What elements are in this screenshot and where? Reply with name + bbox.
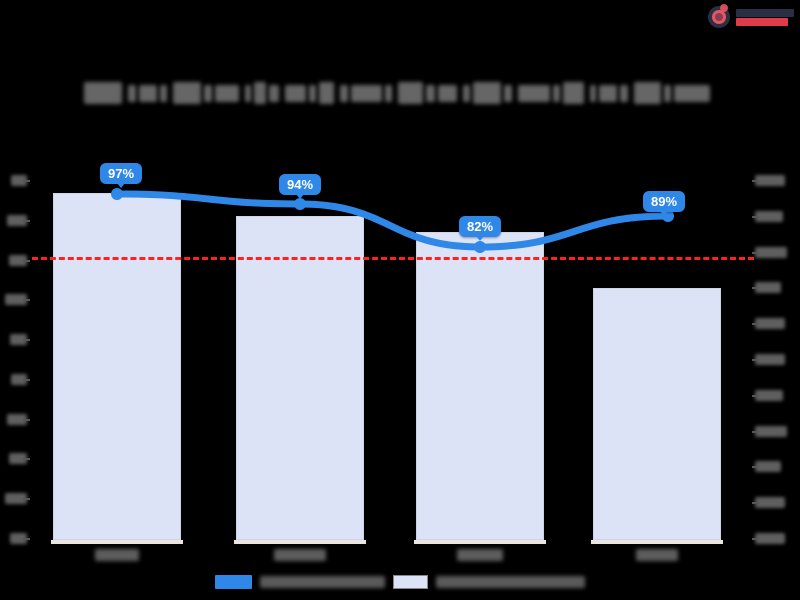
axis-tick-label [7, 215, 27, 226]
brand-logo [706, 4, 794, 30]
axis-tick-label [755, 497, 785, 508]
data-label-value: 82% [467, 219, 494, 234]
axis-tick-label [7, 414, 27, 425]
legend-label-bar [436, 576, 586, 588]
axis-tick-mark [752, 180, 759, 182]
axis-tick-label [755, 390, 783, 401]
axis-tick-mark [23, 419, 30, 421]
axis-tick-label [755, 175, 785, 186]
legend-swatch-bar [393, 575, 429, 589]
data-label-badge: 97% [100, 163, 143, 188]
data-label-value: 89% [651, 194, 678, 209]
axis-tick-label [755, 282, 781, 293]
data-label-badge: 89% [643, 191, 686, 216]
axis-tick-label [9, 453, 27, 464]
axis-tick-mark [23, 498, 30, 500]
axis-tick-mark [23, 379, 30, 381]
logo-mark-icon [706, 4, 732, 30]
axis-tick-mark [23, 458, 30, 460]
legend-swatch-line [215, 575, 253, 589]
axis-tick-mark [752, 538, 759, 540]
category-label [95, 549, 139, 561]
axis-tick-mark [752, 466, 759, 468]
bar-base-shadow [591, 540, 723, 544]
axis-tick-mark [752, 359, 759, 361]
axis-tick-mark [23, 220, 30, 222]
left-axis [0, 175, 30, 544]
axis-tick-label [10, 334, 27, 345]
axis-tick-label [5, 294, 27, 305]
bar[interactable] [53, 193, 181, 540]
axis-tick-label [11, 175, 27, 186]
axis-tick-mark [23, 538, 30, 540]
badge-pointer [296, 194, 305, 199]
axis-tick-label [755, 533, 785, 544]
axis-tick-label [755, 211, 783, 222]
bar-base-shadow [234, 540, 366, 544]
axis-tick-label [755, 354, 785, 365]
axis-tick-label [11, 374, 27, 385]
axis-tick-label [5, 493, 27, 504]
category-label [457, 549, 503, 561]
logo-wordmark [736, 8, 794, 26]
data-label-badge: 82% [459, 216, 502, 241]
axis-tick-label [755, 461, 781, 472]
right-axis [752, 175, 800, 544]
chart-legend [215, 572, 586, 592]
axis-tick-mark [752, 216, 759, 218]
axis-tick-label [10, 533, 27, 544]
badge-pointer [660, 211, 669, 216]
axis-tick-mark [752, 431, 759, 433]
axis-tick-label [9, 255, 27, 266]
axis-tick-label [755, 318, 785, 329]
badge-pointer [117, 183, 126, 188]
axis-tick-mark [23, 180, 30, 182]
chart-title [84, 80, 716, 106]
axis-tick-mark [752, 287, 759, 289]
bar[interactable] [593, 288, 721, 540]
threshold-line [32, 257, 754, 260]
bar[interactable] [236, 216, 364, 540]
category-label [274, 549, 326, 561]
data-label-badge: 94% [279, 174, 322, 199]
axis-tick-mark [752, 395, 759, 397]
axis-tick-mark [752, 502, 759, 504]
badge-pointer [476, 236, 485, 241]
line-point-marker[interactable] [294, 198, 306, 210]
axis-tick-label [755, 426, 787, 437]
bar-base-shadow [51, 540, 183, 544]
legend-label-line [260, 576, 386, 588]
axis-tick-mark [23, 260, 30, 262]
axis-tick-mark [23, 299, 30, 301]
data-label-value: 97% [108, 166, 135, 181]
axis-tick-mark [23, 339, 30, 341]
axis-tick-mark [752, 323, 759, 325]
bar[interactable] [416, 232, 544, 540]
bar-base-shadow [414, 540, 546, 544]
category-label [636, 549, 678, 561]
axis-tick-label [755, 247, 787, 258]
data-label-value: 94% [287, 177, 314, 192]
axis-tick-mark [752, 252, 759, 254]
